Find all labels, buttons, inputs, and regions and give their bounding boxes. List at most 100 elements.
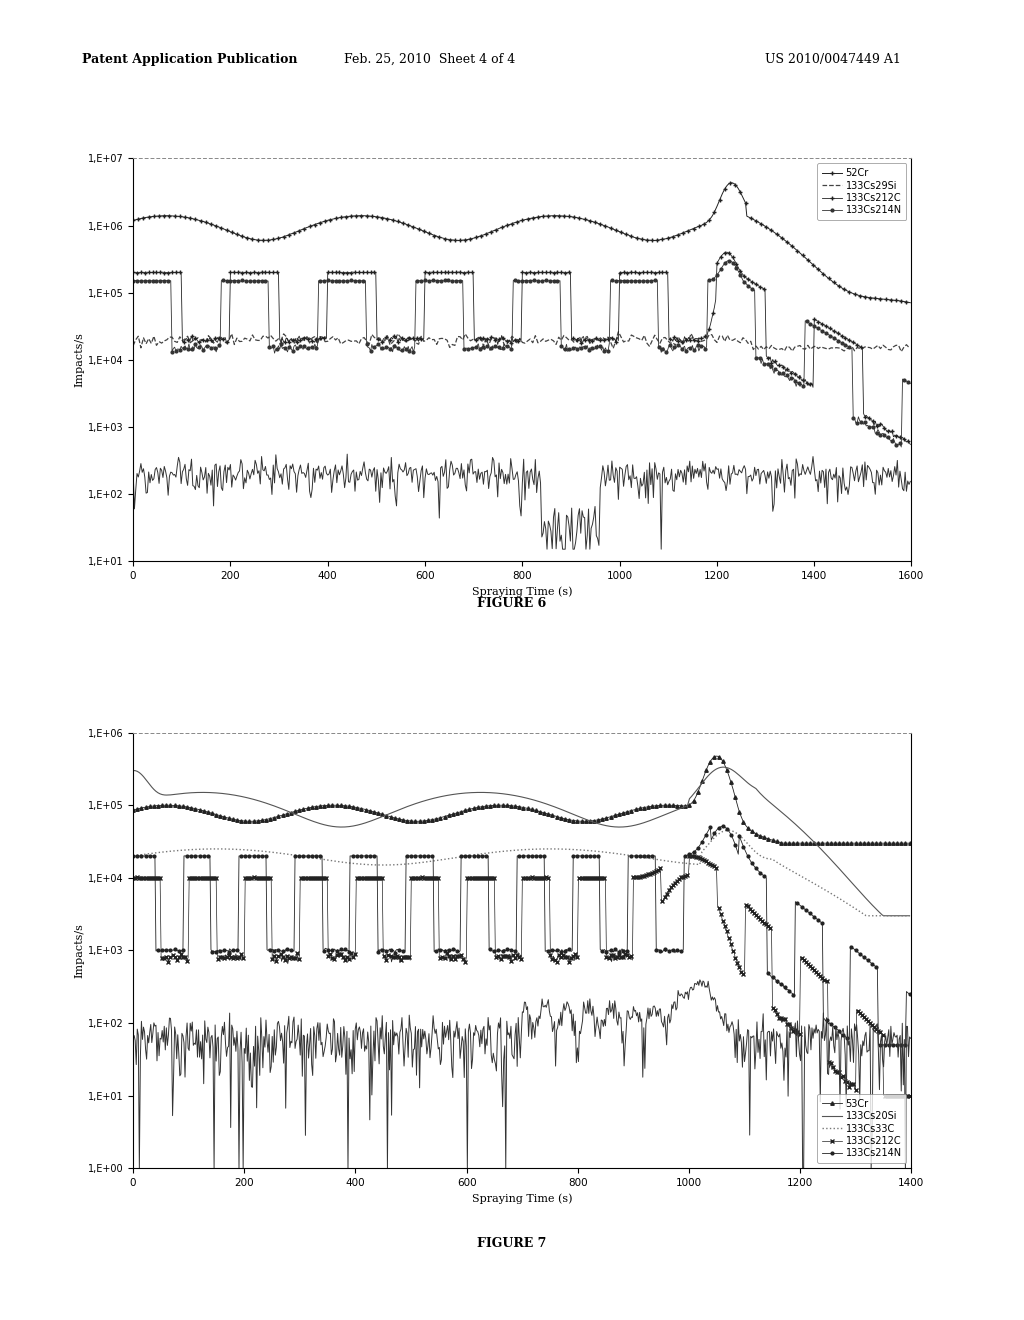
52Cr — [725, 174, 737, 190]
133Cs212C — [478, 331, 490, 347]
Line: 133Cs29Si: 133Cs29Si — [133, 331, 909, 351]
Y-axis label: Impacts/s: Impacts/s — [75, 333, 85, 387]
Text: FIGURE 6: FIGURE 6 — [477, 597, 547, 610]
133Cs33C — [127, 847, 139, 863]
133Cs29Si — [783, 339, 796, 355]
52Cr — [904, 294, 916, 310]
133Cs214N — [127, 273, 139, 289]
53Cr — [743, 822, 756, 838]
133Cs212C — [646, 264, 658, 280]
133Cs214N — [723, 253, 735, 269]
133Cs33C — [376, 857, 388, 873]
Text: Feb. 25, 2010  Sheet 4 of 4: Feb. 25, 2010 Sheet 4 of 4 — [344, 53, 516, 66]
133Cs214N — [872, 1038, 885, 1053]
133Cs29Si — [587, 331, 599, 347]
133Cs214N — [904, 987, 916, 1003]
Line: 52Cr: 52Cr — [131, 181, 912, 305]
133Cs29Si — [833, 341, 845, 356]
133Cs212C — [127, 264, 139, 280]
133Cs20Si — [903, 908, 915, 924]
133Cs33C — [592, 843, 604, 859]
133Cs29Si — [589, 331, 601, 347]
133Cs212C — [904, 1088, 916, 1104]
133Cs20Si — [874, 906, 887, 921]
133Cs212C — [475, 870, 487, 886]
133Cs20Si — [376, 809, 388, 825]
133Cs212C — [585, 331, 597, 347]
Line: 133Cs33C: 133Cs33C — [133, 830, 909, 916]
133Cs212C — [384, 949, 396, 965]
133Cs29Si — [612, 323, 625, 339]
Line: 133Cs214N: 133Cs214N — [132, 825, 912, 1047]
133Cs29Si — [130, 331, 142, 347]
133Cs33C — [877, 908, 889, 924]
X-axis label: Spraying Time (s): Spraying Time (s) — [472, 1193, 572, 1204]
133Cs33C — [392, 857, 404, 873]
53Cr — [582, 813, 594, 829]
52Cr — [478, 227, 490, 243]
133Cs29Si — [602, 329, 614, 345]
Line: 133Cs212C: 133Cs212C — [131, 251, 912, 446]
53Cr — [778, 836, 791, 851]
53Cr — [275, 808, 288, 824]
Line: 53Cr: 53Cr — [131, 755, 912, 845]
133Cs212C — [721, 244, 733, 260]
133Cs20Si — [879, 908, 891, 924]
53Cr — [127, 803, 139, 818]
133Cs214N — [264, 341, 276, 356]
133Cs214N — [646, 273, 658, 289]
52Cr — [127, 213, 139, 228]
133Cs33C — [862, 908, 874, 924]
53Cr — [475, 799, 487, 814]
133Cs29Si — [903, 339, 915, 355]
Text: FIGURE 7: FIGURE 7 — [477, 1237, 547, 1250]
Text: US 2010/0047449 A1: US 2010/0047449 A1 — [765, 53, 901, 66]
133Cs214N — [384, 942, 396, 958]
52Cr — [585, 214, 597, 230]
52Cr — [264, 232, 276, 248]
133Cs212C — [904, 437, 916, 453]
133Cs20Si — [392, 803, 404, 818]
133Cs212C — [582, 870, 594, 886]
133Cs212C — [683, 847, 695, 863]
133Cs29Si — [127, 338, 139, 354]
133Cs212C — [743, 900, 756, 916]
133Cs212C — [327, 264, 339, 280]
133Cs212C — [878, 1088, 890, 1104]
Legend: 53Cr, 133Cs20Si, 133Cs33C, 133Cs212C, 133Cs214N: 53Cr, 133Cs20Si, 133Cs33C, 133Cs212C, 13… — [817, 1094, 906, 1163]
52Cr — [646, 232, 658, 248]
Line: 133Cs212C: 133Cs212C — [131, 854, 912, 1098]
133Cs33C — [723, 822, 735, 838]
133Cs214N — [717, 818, 729, 834]
133Cs214N — [475, 847, 487, 863]
133Cs212C — [275, 953, 288, 969]
133Cs29Si — [895, 343, 907, 359]
133Cs20Si — [717, 759, 729, 775]
Text: Patent Application Publication: Patent Application Publication — [82, 53, 297, 66]
133Cs212C — [127, 870, 139, 886]
133Cs33C — [318, 851, 331, 867]
Line: 133Cs214N: 133Cs214N — [132, 259, 911, 449]
133Cs33C — [903, 908, 915, 924]
133Cs20Si — [318, 817, 331, 833]
133Cs20Si — [515, 789, 527, 805]
133Cs20Si — [127, 763, 139, 779]
Y-axis label: Impacts/s: Impacts/s — [75, 923, 85, 978]
133Cs214N — [478, 342, 490, 358]
133Cs214N — [275, 942, 288, 958]
133Cs214N — [895, 440, 907, 455]
133Cs214N — [327, 273, 339, 289]
133Cs214N — [127, 847, 139, 863]
53Cr — [904, 836, 916, 851]
133Cs214N — [582, 847, 594, 863]
133Cs214N — [743, 851, 756, 867]
Line: 133Cs20Si: 133Cs20Si — [133, 767, 909, 916]
133Cs212C — [623, 946, 635, 962]
X-axis label: Spraying Time (s): Spraying Time (s) — [472, 586, 572, 597]
133Cs214N — [585, 341, 597, 356]
53Cr — [384, 809, 396, 825]
133Cs212C — [712, 253, 724, 269]
Legend: 52Cr, 133Cs29Si, 133Cs212C, 133Cs214N: 52Cr, 133Cs29Si, 133Cs212C, 133Cs214N — [817, 164, 906, 220]
52Cr — [327, 211, 339, 227]
133Cs214N — [904, 376, 916, 392]
